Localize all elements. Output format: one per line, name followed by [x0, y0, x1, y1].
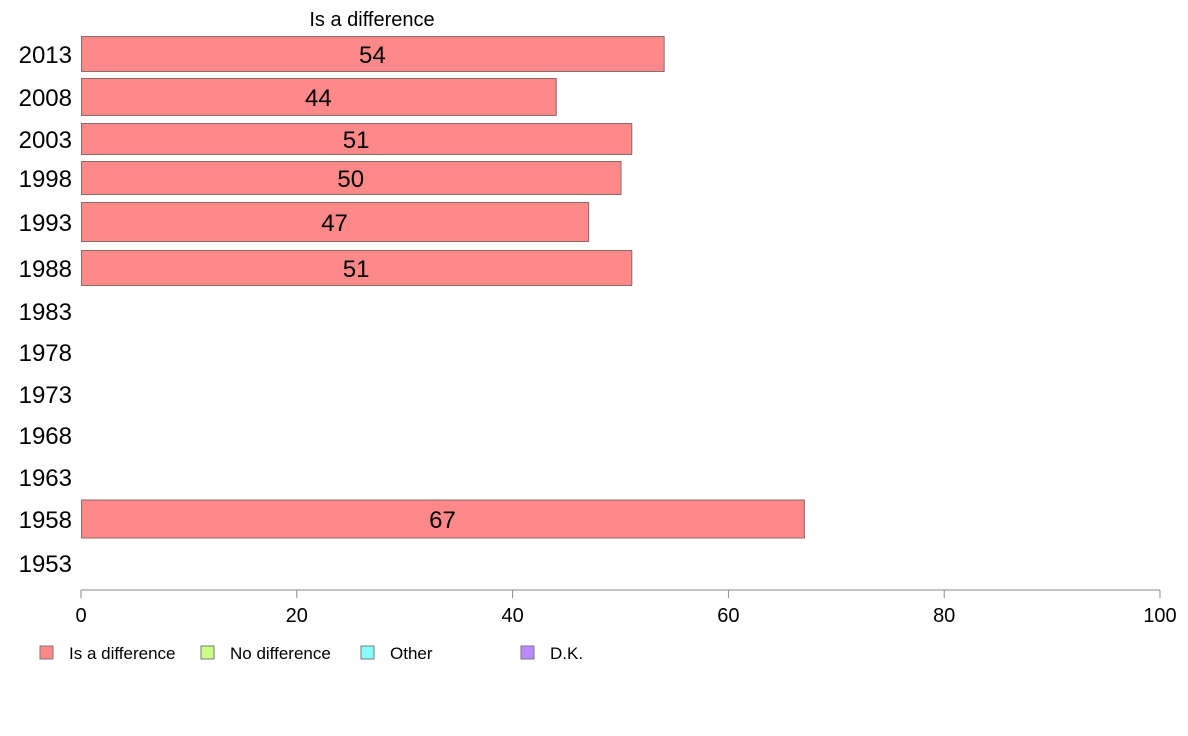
bar-1998 — [81, 161, 622, 195]
legend-label-2: Other — [390, 644, 433, 663]
bar-label-2008: 44 — [305, 85, 332, 112]
legend-swatch-0 — [39, 645, 54, 660]
legend-label-3: D.K. — [550, 644, 583, 663]
bar-1988 — [81, 250, 633, 286]
y-axis-labels: 2013 2008 2003 1998 1993 1988 1983 1978 1973 1968… — [19, 42, 72, 578]
bar-label-1988: 51 — [343, 256, 370, 283]
x-tick-label-60: 60 — [717, 605, 739, 627]
y-label-2003: 2003 — [19, 127, 72, 154]
bar-label-1993: 47 — [321, 210, 348, 237]
bar-1958 — [81, 499, 805, 539]
legend-swatch-1 — [200, 645, 215, 660]
legend-swatch-3 — [520, 645, 535, 660]
x-tick-label-40: 40 — [501, 605, 523, 627]
bar-label-1998: 50 — [337, 166, 364, 193]
x-tick-label-20: 20 — [286, 605, 308, 627]
y-label-1958: 1958 — [19, 507, 72, 534]
bar-label-2013: 54 — [359, 42, 386, 69]
bar-1993 — [81, 202, 590, 242]
legend-label-0: Is a difference — [69, 644, 175, 663]
y-label-1953: 1953 — [19, 551, 72, 578]
y-label-1988: 1988 — [19, 256, 72, 283]
legend-label-1: No difference — [230, 644, 331, 663]
bar-label-2003: 51 — [343, 127, 370, 154]
y-label-2013: 2013 — [19, 42, 72, 69]
x-tick-label-80: 80 — [933, 605, 955, 627]
x-axis: 0 20 40 60 80 100 — [75, 589, 1177, 627]
bars-group: 54 44 51 50 47 51 67 — [81, 36, 805, 539]
chart-title: Is a difference — [309, 9, 434, 31]
y-label-1973: 1973 — [19, 382, 72, 409]
y-label-1978: 1978 — [19, 340, 72, 367]
y-label-1998: 1998 — [19, 166, 72, 193]
y-label-1963: 1963 — [19, 465, 72, 492]
bar-label-1958: 67 — [429, 507, 456, 534]
y-label-1968: 1968 — [19, 423, 72, 450]
y-label-2008: 2008 — [19, 85, 72, 112]
y-label-1983: 1983 — [19, 299, 72, 326]
bar-2008 — [81, 78, 557, 116]
legend: Is a difference No difference Other D.K. — [39, 644, 583, 663]
x-tick-label-0: 0 — [75, 605, 86, 627]
x-tick-label-100: 100 — [1143, 605, 1176, 627]
bar-2013 — [81, 36, 665, 72]
legend-swatch-2 — [360, 645, 375, 660]
bar-2003 — [81, 123, 633, 155]
y-label-1993: 1993 — [19, 210, 72, 237]
